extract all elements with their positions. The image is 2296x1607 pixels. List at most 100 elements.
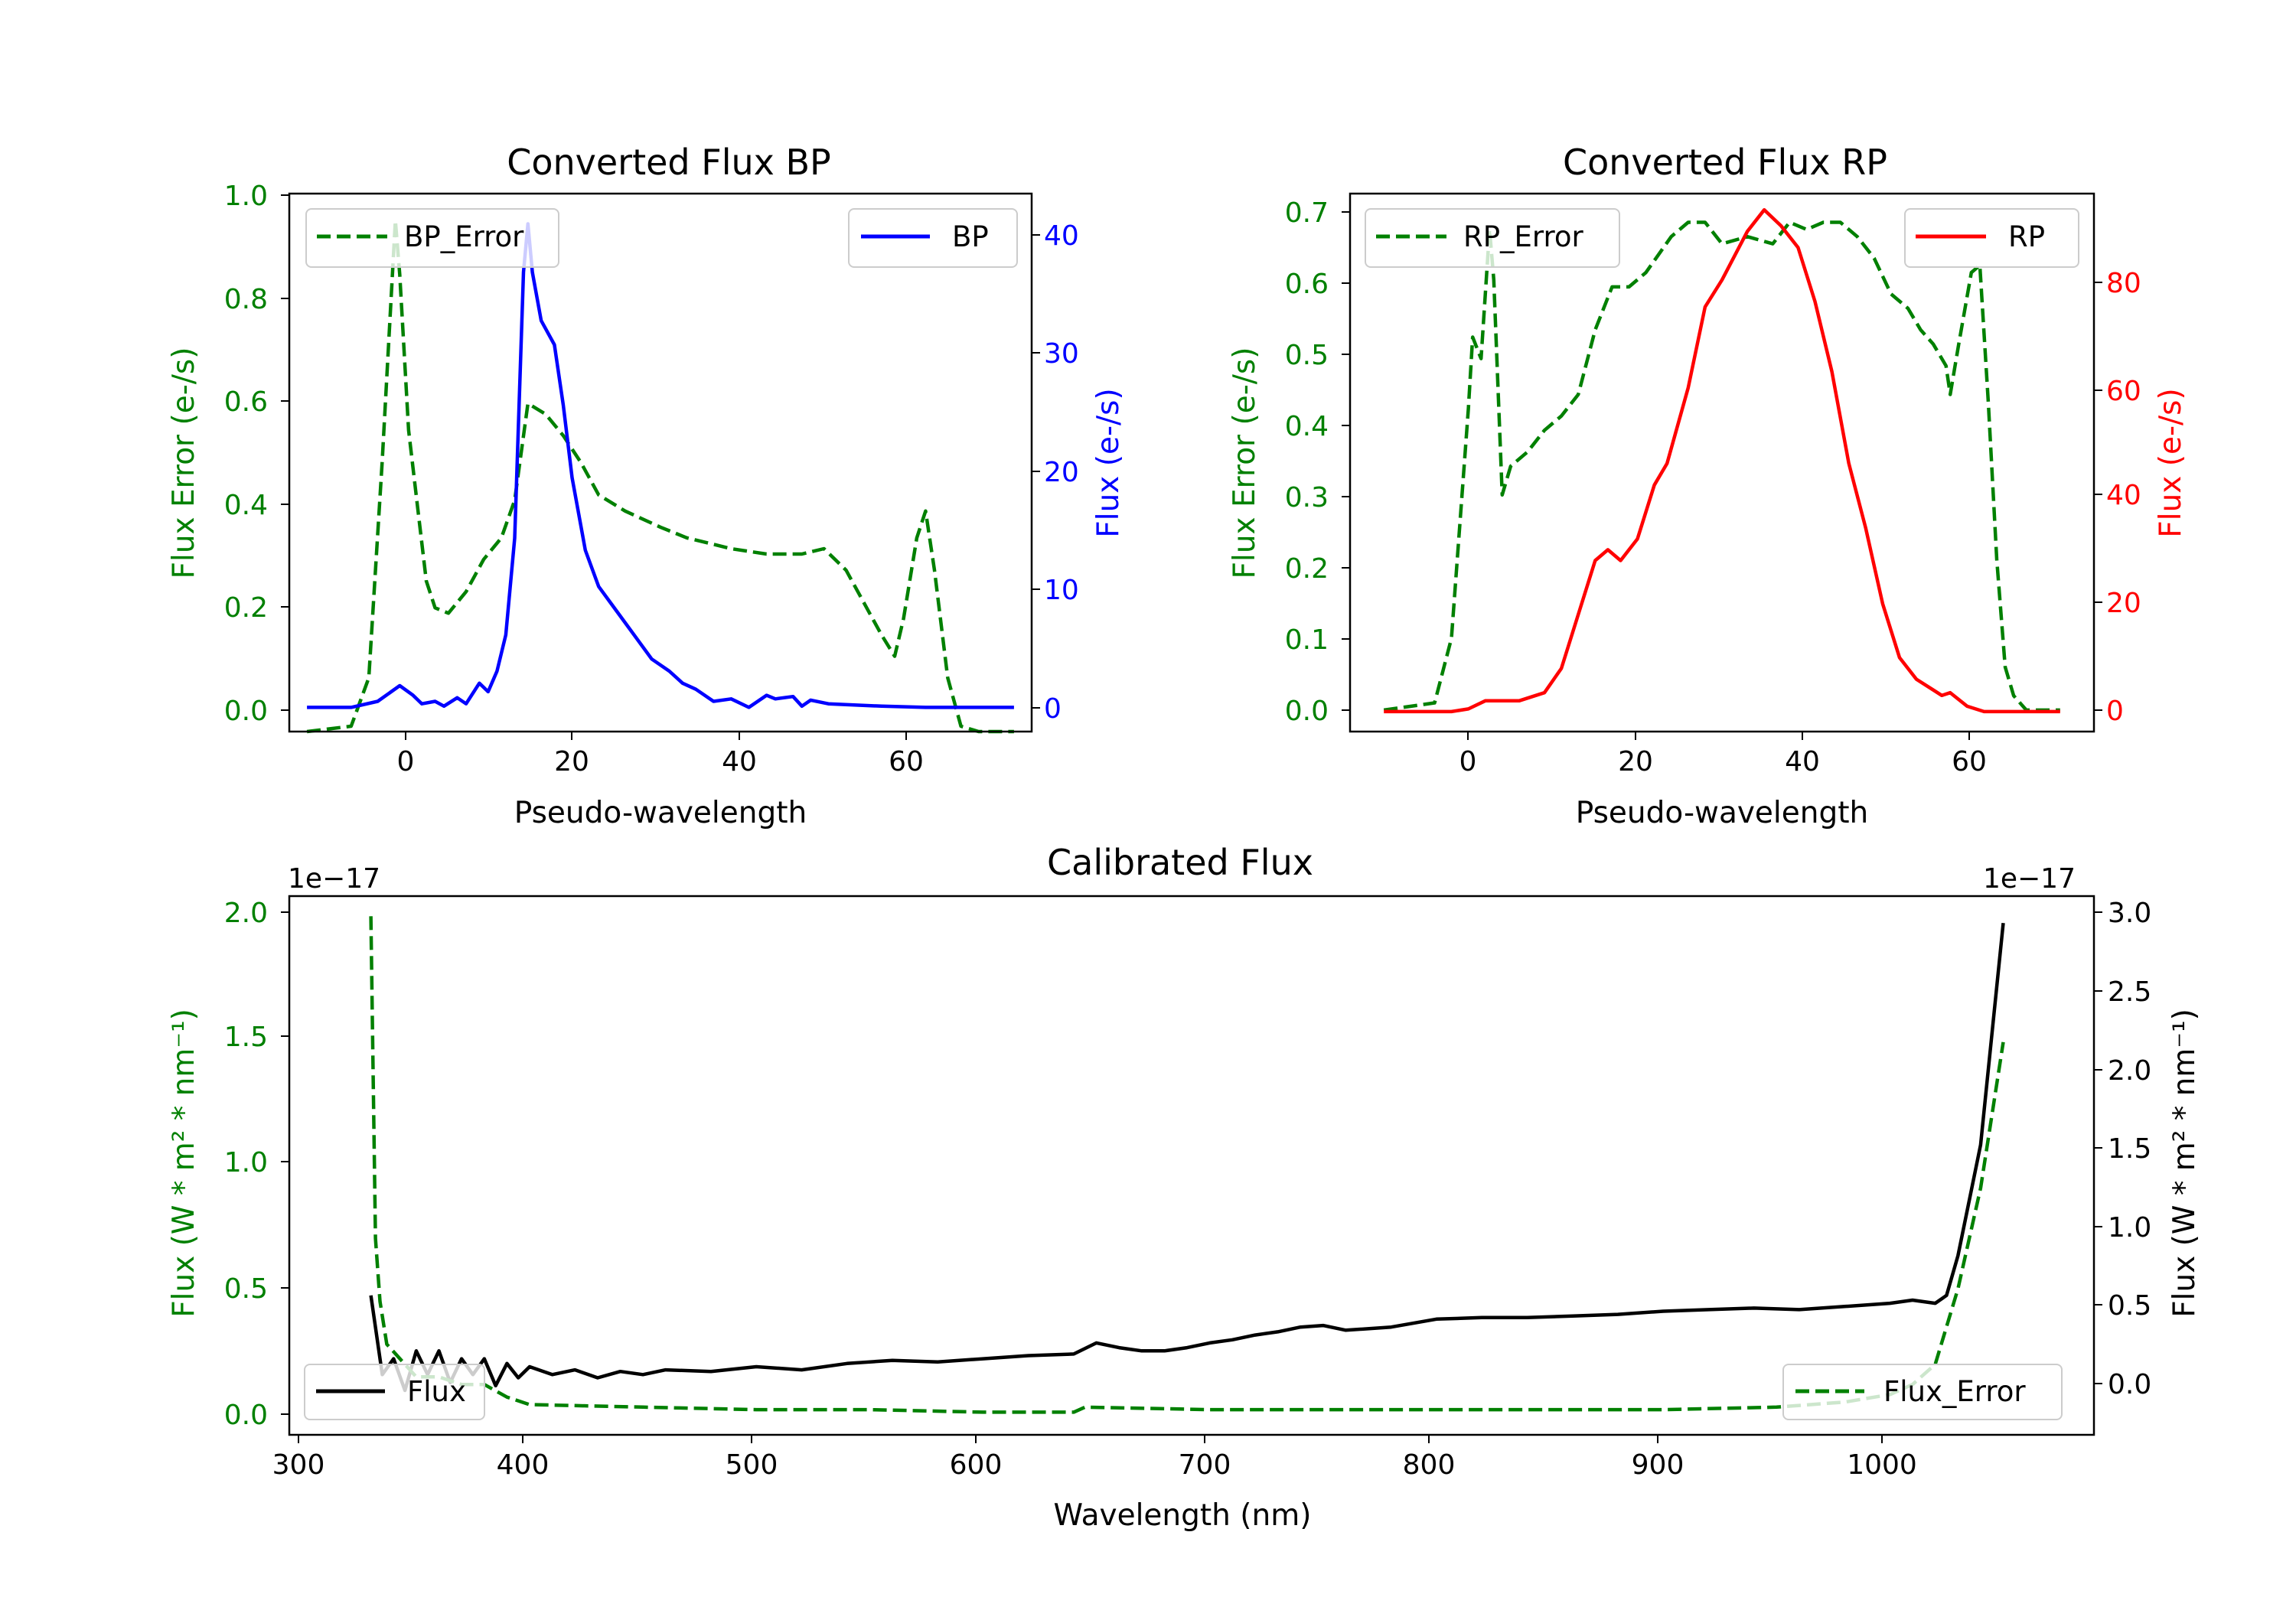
y-tick-label: 40 [2106, 480, 2141, 511]
subplot-calibrated-right-yticks: 0.0 0.5 1.0 1.5 2.0 2.5 3.0 [2094, 898, 2151, 1400]
subplot-rp: Converted Flux RP 0 20 40 60 0.0 0.1 0.2… [1228, 142, 2188, 830]
subplot-bp-right-yticks: 0 10 20 30 40 [1032, 220, 1079, 725]
y-tick-label: 0 [1044, 693, 1062, 725]
y-tick-label: 0.4 [224, 490, 268, 521]
y-tick-label: 0.1 [1285, 624, 1329, 656]
y-tick-label: 0.2 [224, 592, 268, 624]
y-tick-label: 0.8 [224, 284, 268, 315]
y-tick-label: 2.0 [2108, 1055, 2151, 1087]
legend-label: RP_Error [1463, 220, 1583, 253]
series-line-rp [1384, 207, 2060, 714]
legend-label: RP [2008, 220, 2045, 253]
x-tick-label: 40 [1785, 746, 1820, 777]
x-tick-label: 500 [726, 1449, 778, 1481]
subplot-calibrated-xlabel: Wavelength (nm) [1054, 1498, 1312, 1533]
y-tick-label: 0.0 [1285, 696, 1329, 727]
x-tick-label: 700 [1179, 1449, 1231, 1481]
subplot-rp-lines [1383, 207, 2060, 714]
subplot-rp-left-ylabel: Flux Error (e-/s) [1228, 347, 1262, 579]
subplot-calibrated-xticks: 300 400 500 600 700 800 900 1000 [272, 1435, 1917, 1481]
right-offset-label: 1e−17 [1983, 863, 2076, 895]
subplot-bp-left-ylabel: Flux Error (e-/s) [167, 347, 201, 579]
y-tick-label: 1.5 [2108, 1133, 2151, 1165]
subplot-rp-right-ylabel: Flux (e-/s) [2154, 388, 2188, 537]
legend-rp-error: RP_Error [1365, 208, 1620, 268]
x-tick-label: 60 [1952, 746, 1987, 777]
x-tick-label: 0 [1459, 746, 1477, 777]
y-tick-label: 20 [2106, 588, 2141, 619]
legend-bp: BP [848, 208, 1018, 268]
subplot-bp: Converted Flux BP 0 20 40 60 0.0 0.2 0.4… [167, 142, 1126, 830]
x-tick-label: 60 [889, 746, 924, 777]
subplot-calibrated: Calibrated Flux 1e−17 1e−17 300 400 500 … [167, 842, 2202, 1533]
y-tick-label: 0.5 [224, 1273, 268, 1305]
y-tick-label: 0 [2106, 696, 2124, 727]
x-tick-label: 300 [272, 1449, 325, 1481]
legend-box [1782, 1364, 2063, 1420]
y-tick-label: 2.5 [2108, 976, 2151, 1008]
legend-label: Flux_Error [1883, 1375, 2026, 1408]
subplot-bp-title: Converted Flux BP [507, 142, 831, 183]
subplot-rp-xlabel: Pseudo-wavelength [1576, 796, 1868, 830]
y-tick-label: 0.6 [224, 386, 268, 418]
y-tick-label: 0.6 [1285, 269, 1329, 300]
legend-box [1904, 208, 2079, 268]
x-tick-label: 20 [1618, 746, 1653, 777]
subplot-bp-frame [288, 192, 1033, 733]
left-offset-label: 1e−17 [288, 863, 380, 895]
y-tick-label: 1.0 [224, 181, 268, 212]
y-tick-label: 80 [2106, 268, 2141, 299]
y-tick-label: 20 [1044, 457, 1079, 488]
subplot-rp-title: Converted Flux RP [1563, 142, 1887, 183]
subplot-calibrated-title: Calibrated Flux [1047, 842, 1313, 883]
subplot-rp-right-yticks: 0 20 40 60 80 [2094, 268, 2141, 727]
legend-box [305, 208, 559, 268]
legend-box [848, 208, 1018, 268]
subplot-rp-frame [1349, 192, 2095, 733]
series-line-bp [307, 222, 1014, 709]
series-line-flux [369, 922, 2005, 1393]
y-tick-label: 0.0 [224, 1400, 268, 1431]
subplot-bp-xticks: 0 20 40 60 [397, 732, 924, 777]
subplot-bp-lines [306, 218, 1014, 734]
legend-rp: RP [1904, 208, 2079, 268]
y-tick-label: 2.0 [224, 898, 268, 929]
legend-bp-error: BP_Error [305, 208, 559, 268]
y-tick-label: 0.2 [1285, 553, 1329, 585]
y-tick-label: 1.5 [224, 1022, 268, 1053]
y-tick-label: 3.0 [2108, 898, 2151, 929]
subplot-bp-left-yticks: 0.0 0.2 0.4 0.6 0.8 1.0 [224, 181, 289, 727]
subplot-bp-right-ylabel: Flux (e-/s) [1091, 388, 1126, 537]
y-tick-label: 60 [2106, 376, 2141, 407]
y-tick-label: 1.0 [2108, 1212, 2151, 1244]
y-tick-label: 10 [1044, 575, 1079, 606]
subplot-calibrated-left-yticks: 0.0 0.5 1.0 1.5 2.0 [224, 898, 289, 1431]
x-tick-label: 800 [1403, 1449, 1456, 1481]
y-tick-label: 0.0 [2108, 1369, 2151, 1400]
legend-flux-error: Flux_Error [1782, 1364, 2063, 1420]
y-tick-label: 0.7 [1285, 197, 1329, 229]
subplot-bp-xlabel: Pseudo-wavelength [514, 796, 807, 830]
subplot-rp-xticks: 0 20 40 60 [1459, 732, 1987, 777]
x-tick-label: 600 [950, 1449, 1003, 1481]
x-tick-label: 0 [397, 746, 415, 777]
subplot-calibrated-left-ylabel: Flux (W * m² * nm⁻¹) [167, 1009, 201, 1318]
legend-label: Flux [407, 1375, 466, 1408]
y-tick-label: 0.3 [1285, 482, 1329, 513]
x-tick-label: 1000 [1847, 1449, 1917, 1481]
legend-label: BP [952, 220, 989, 253]
subplot-calibrated-right-ylabel: Flux (W * m² * nm⁻¹) [2167, 1009, 2202, 1318]
subplot-calibrated-frame [288, 895, 2095, 1436]
y-tick-label: 0.4 [1285, 411, 1329, 442]
y-tick-label: 40 [1044, 220, 1079, 252]
x-tick-label: 400 [497, 1449, 550, 1481]
x-tick-label: 40 [722, 746, 757, 777]
legend-flux: Flux [304, 1364, 485, 1420]
x-tick-label: 900 [1632, 1449, 1684, 1481]
series-line-rp-error [1383, 220, 2060, 712]
legend-label: BP_Error [404, 220, 524, 253]
y-tick-label: 1.0 [224, 1147, 268, 1178]
legend-box [1365, 208, 1620, 268]
y-tick-label: 0.0 [224, 696, 268, 727]
